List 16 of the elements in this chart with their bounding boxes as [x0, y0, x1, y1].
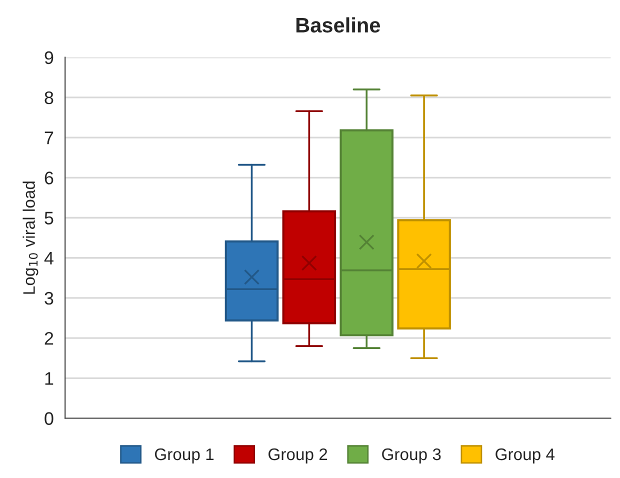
chart-title: Baseline — [296, 17, 380, 33]
y-tick-label: 1 — [45, 372, 54, 385]
y-tick-label: 2 — [44, 332, 54, 345]
y-tick-label: 5 — [44, 212, 54, 224]
y-axis-title: Log$_{10}$ viral load — [22, 182, 38, 294]
legend-label: Group 2 — [268, 448, 328, 464]
y-tick-label: 9 — [44, 51, 54, 64]
legend-label: Group 4 — [496, 448, 555, 464]
y-tick-label: 7 — [44, 132, 54, 144]
y-tick-label: 4 — [44, 252, 54, 264]
y-tick-label: 0 — [44, 412, 54, 425]
y-tick-label: 8 — [44, 91, 54, 104]
legend-label: Group 1 — [154, 448, 214, 464]
y-tick-label: 6 — [44, 172, 54, 184]
y-tick-label: 3 — [44, 292, 54, 305]
legend-label: Group 3 — [382, 448, 441, 464]
